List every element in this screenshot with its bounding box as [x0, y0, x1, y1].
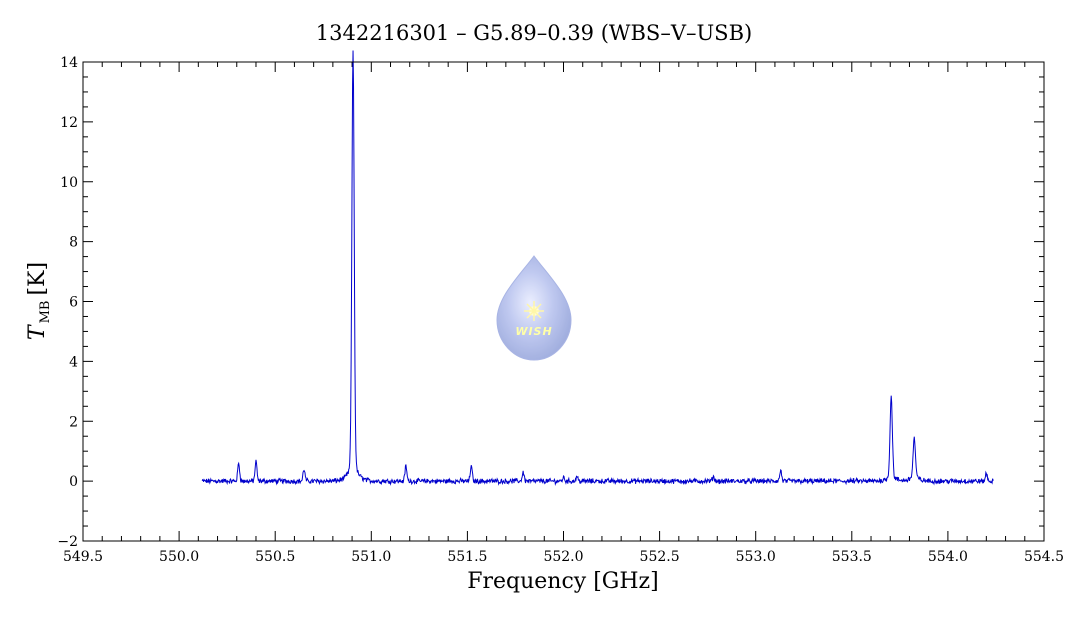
y-tick-label: 2 [69, 414, 78, 430]
logo-label: WISH [515, 325, 552, 338]
y-axis-label-sub: MB [38, 301, 53, 324]
x-tick-label: 551.5 [447, 549, 487, 565]
y-tick-label: 14 [60, 55, 78, 71]
wish-logo: WISH [496, 255, 572, 361]
x-tick-label: 552.5 [640, 549, 680, 565]
y-tick-label: 6 [69, 295, 78, 311]
x-tick-label: 551.0 [351, 549, 391, 565]
x-tick-label: 550.5 [255, 549, 295, 565]
x-axis-label: Frequency [GHz] [467, 569, 659, 594]
x-tick-label: 554.5 [1024, 549, 1064, 565]
x-tick-label: 553.5 [832, 549, 872, 565]
tick-labels: 549.5 550.0 550.5 551.0 551.5 552.0 552.5 553.0… [57, 55, 1064, 565]
spectrum-line [201, 50, 994, 487]
x-tick-label: 552.0 [543, 549, 583, 565]
chart-title: 1342216301 – G5.89–0.39 (WBS–V–USB) [316, 21, 752, 45]
y-tick-label: 8 [69, 235, 78, 251]
y-tick-label: 12 [60, 115, 78, 131]
x-tick-label: 553.0 [736, 549, 776, 565]
y-tick-label: −2 [57, 534, 78, 550]
x-tick-label: 554.0 [928, 549, 968, 565]
y-axis-label-main: T [25, 323, 50, 340]
x-tick-label: 549.5 [63, 549, 103, 565]
y-tick-label: 10 [60, 175, 78, 191]
y-axis-label: TMB [K] [25, 262, 53, 340]
y-tick-label: 4 [69, 354, 78, 370]
plot-frame [82, 61, 1045, 542]
spectrum-series [201, 50, 994, 487]
svg-text:TMB[K]: TMB [K] [25, 262, 53, 340]
x-tick-label: 550.0 [159, 549, 199, 565]
y-axis-label-unit: [K] [25, 262, 50, 296]
star-icon [524, 301, 544, 321]
y-tick-label: 0 [69, 474, 78, 490]
